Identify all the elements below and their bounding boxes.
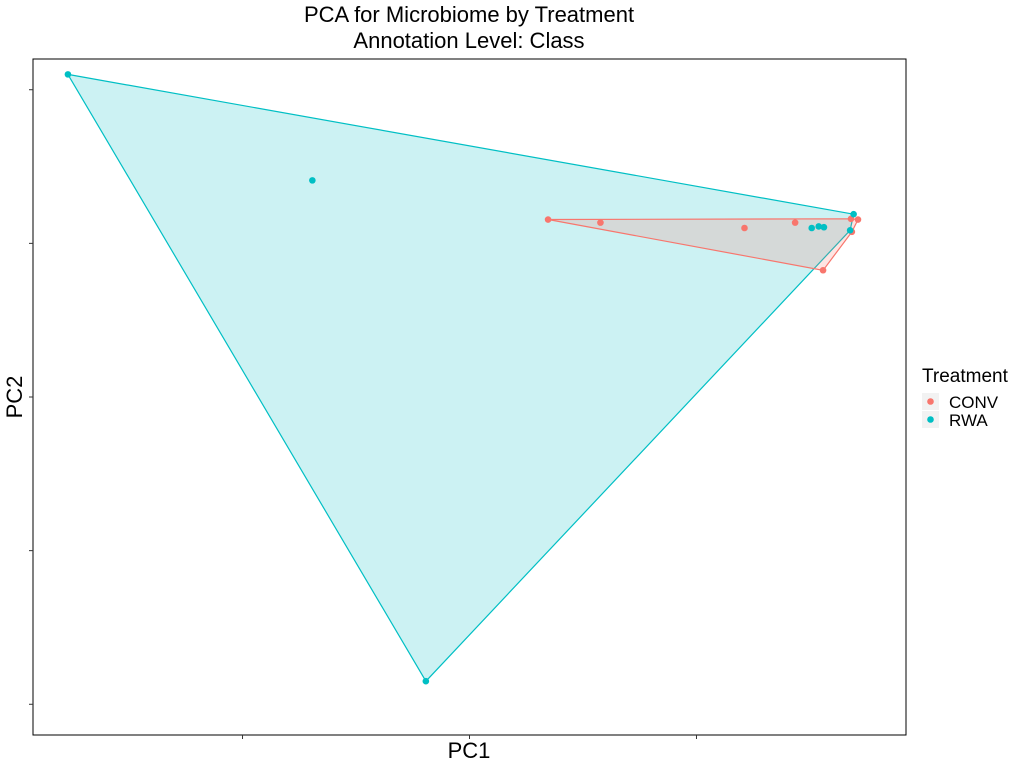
point-conv xyxy=(544,216,552,223)
point-rwa xyxy=(808,224,816,232)
plot-panel xyxy=(32,58,907,736)
legend-label-conv: CONV xyxy=(949,393,999,412)
point-rwa xyxy=(422,677,430,685)
legend-title: Treatment xyxy=(922,366,1009,387)
point-conv xyxy=(791,219,799,226)
hull-conv xyxy=(547,218,859,271)
point-rwa xyxy=(815,223,822,230)
point-conv xyxy=(597,219,604,226)
point-rwa xyxy=(850,210,857,218)
point-rwa xyxy=(820,223,828,231)
y-axis-ticks xyxy=(29,89,33,705)
point-rwa xyxy=(846,227,854,234)
chart-title: PCA for Microbiome by Treatment xyxy=(304,2,634,27)
point-rwa xyxy=(64,71,72,78)
data-points xyxy=(64,71,862,685)
y-axis-label: PC2 xyxy=(2,376,27,419)
x-axis-label: PC1 xyxy=(448,738,491,763)
point-rwa xyxy=(309,177,316,184)
x-axis-ticks xyxy=(242,735,697,739)
legend-key-conv xyxy=(927,398,934,405)
legend-label-rwa: RWA xyxy=(949,411,988,430)
point-conv xyxy=(741,224,748,232)
point-conv xyxy=(819,266,827,274)
point-conv xyxy=(854,216,862,223)
chart-subtitle: Annotation Level: Class xyxy=(353,28,584,53)
legend-key-rwa xyxy=(927,416,934,423)
